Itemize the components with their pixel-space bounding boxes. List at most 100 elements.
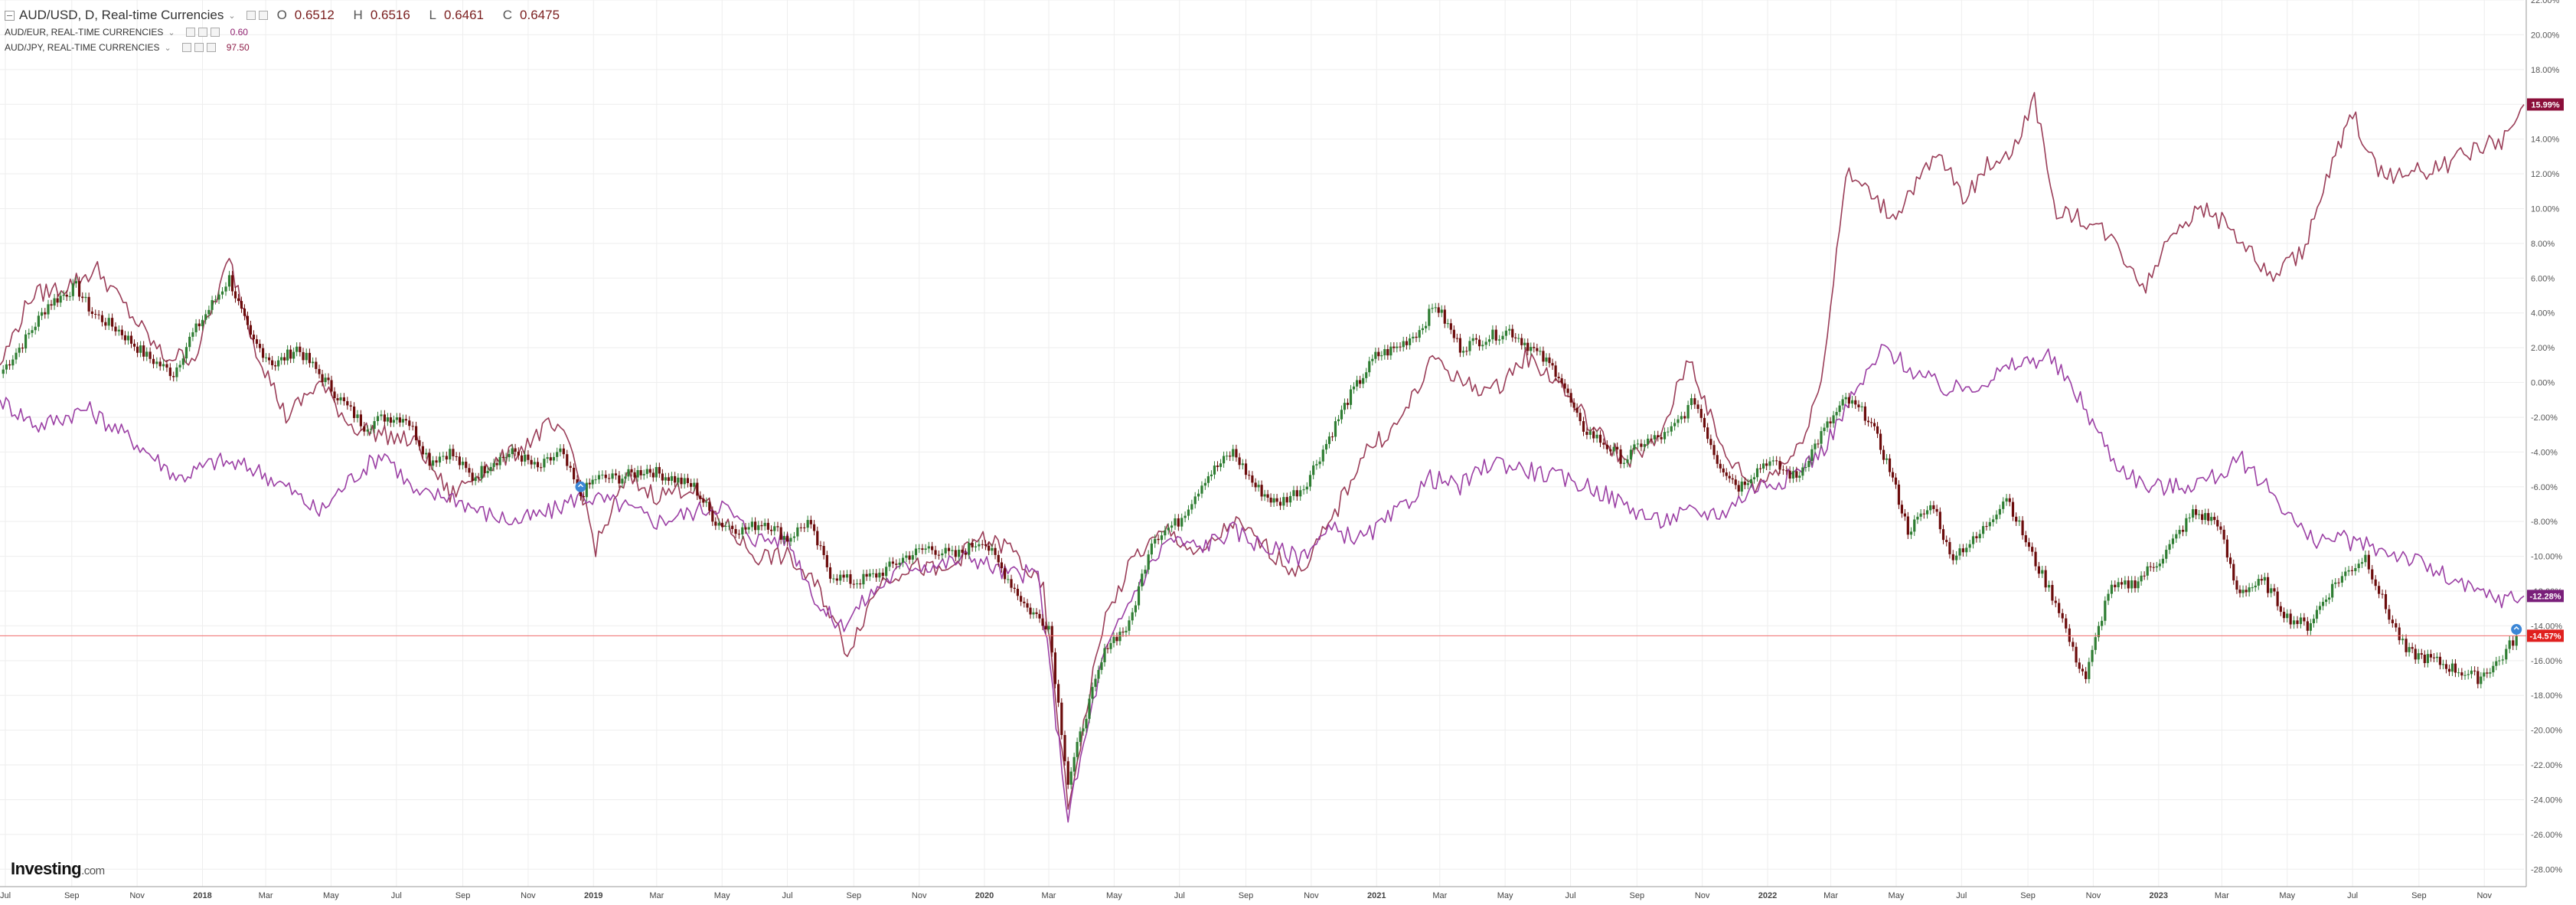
y-tick-label: -20.00% [2531,727,2562,736]
candle-body [1955,555,1958,560]
candle-body [1703,417,1706,428]
candle-body [693,482,696,487]
candle-body [110,318,114,327]
candle-body [1164,530,1167,536]
candle-body [1137,586,1141,606]
candle-body [559,448,562,452]
remove-icon[interactable] [206,43,216,52]
last-value-bg [2527,590,2564,603]
settings-icon[interactable] [194,43,204,52]
candle-body [819,545,822,547]
candle-body [2130,580,2134,589]
visibility-toggle-icon[interactable] [246,11,256,20]
candle-body [274,365,277,367]
candle-body [951,550,954,551]
candle-body [295,346,299,352]
candle-body [766,522,769,530]
candle-body [1941,529,1945,541]
chevron-down-icon[interactable]: ⌄ [168,28,175,38]
candle-body [546,457,549,459]
candle-body [1337,419,1340,422]
candle-body [1530,347,1533,351]
x-tick-label: Jul [1174,891,1185,900]
candle-body [1278,502,1282,506]
candle-body [2015,516,2018,522]
overlay-label[interactable]: AUD/JPY, REAL-TIME CURRENCIES [5,42,160,53]
candle-body [696,482,699,496]
chevron-down-icon[interactable]: ⌄ [164,43,171,53]
visibility-toggle-icon[interactable] [185,28,195,37]
candle-body [1844,397,1847,400]
candle-body [2315,609,2319,619]
settings-icon[interactable] [198,28,207,37]
candle-body [822,546,825,556]
candle-body [1592,431,1595,439]
visibility-toggle-icon[interactable] [181,43,191,52]
candle-body [104,322,107,326]
overlay-label[interactable]: AUD/EUR, REAL-TIME CURRENCIES [5,27,164,38]
x-tick-label: Nov [521,891,536,900]
candle-body [217,294,220,300]
candle-body [77,281,81,297]
candle-body [1115,636,1118,642]
candle-body [753,521,757,531]
candle-body [981,544,984,545]
candle-body [224,286,227,292]
candle-body [1869,422,1873,423]
candle-body [1995,515,1998,520]
candle-body [741,527,744,535]
x-tick-label: Sep [1630,891,1645,900]
candle-body [233,291,237,299]
candle-body [1798,475,1801,478]
remove-icon[interactable] [210,28,220,37]
candle-body [2282,612,2286,619]
legend: AUD/USD, D, Real-time Currencies ⌄ O 0.65… [5,6,575,55]
candle-body [1838,405,1841,413]
last-value-text: -14.57% [2530,632,2561,641]
symbol-title[interactable]: AUD/USD, D, Real-time Currencies [19,8,224,22]
candle-body [1722,468,1725,473]
candle-body [1377,351,1380,357]
candle-body [2303,617,2306,622]
candle-body [1548,357,1551,364]
candle-body [1817,443,1820,445]
candle-body [785,536,789,542]
candle-body [5,364,8,370]
candle-body [1778,461,1781,470]
x-tick-label: Nov [2086,891,2101,900]
candle-body [1131,612,1134,621]
x-tick-label: Sep [2411,891,2427,900]
candle-body [1434,307,1437,309]
last-value-label: -14.57% [2527,629,2564,642]
candle-body [1066,761,1069,785]
collapse-legend-icon[interactable] [5,10,15,21]
candle-body [2367,554,2370,570]
candle-body [2398,627,2401,641]
candle-body [2061,613,2064,619]
candle-body [2216,520,2219,527]
candle-body [1863,406,1866,421]
candle-body [1232,449,1235,457]
candle-body [1219,463,1223,467]
candle-body [658,467,661,474]
candle-body [1975,536,1978,539]
candle-body [852,583,855,585]
candle-body [1150,543,1153,555]
candle-body [1660,436,1663,439]
candle-body [1951,554,1954,560]
candle-body [1053,652,1057,684]
x-tick-label: May [1497,891,1513,900]
candle-body [2273,588,2276,592]
settings-icon[interactable] [258,11,268,20]
candle-body [1251,475,1254,483]
candle-body [1640,443,1643,447]
last-value-label: 15.99% [2527,98,2564,111]
candle-body [1073,756,1076,772]
candle-body [1670,426,1673,432]
candle-body [2068,628,2071,642]
x-tick-label: 2018 [193,891,211,900]
y-tick-label: -28.00% [2531,865,2562,874]
chevron-down-icon[interactable]: ⌄ [228,11,236,21]
